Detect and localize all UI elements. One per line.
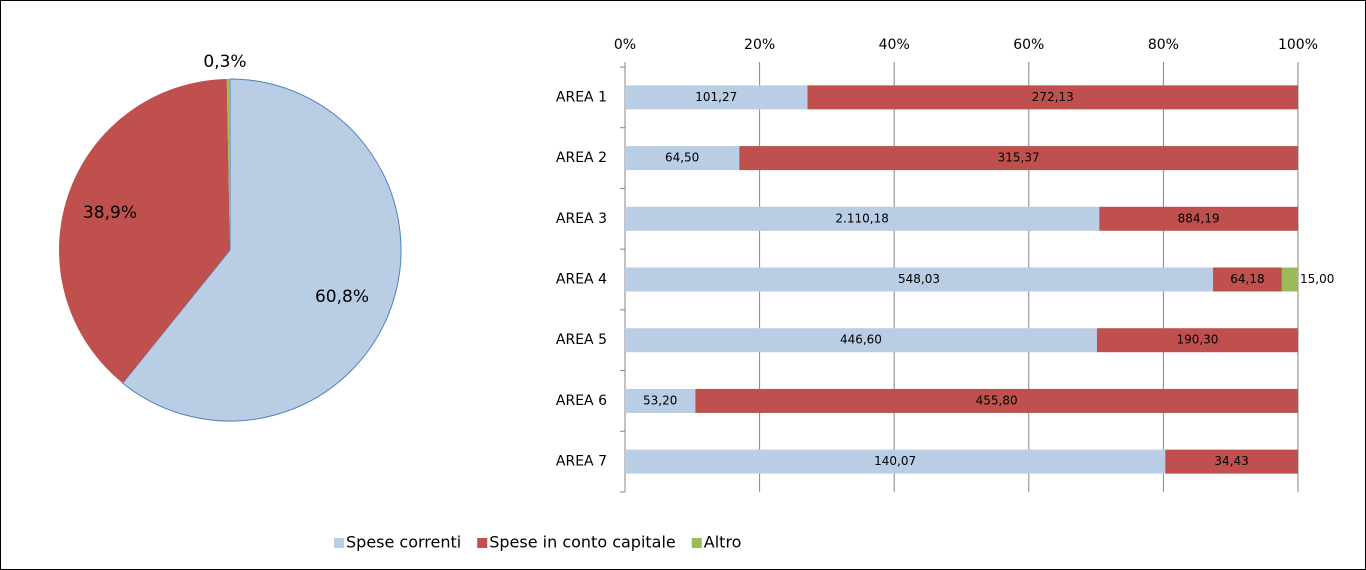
data-label: 53,20 [643, 393, 677, 407]
legend-swatch [334, 538, 344, 548]
y-tick-label: AREA 6 [556, 393, 607, 409]
bar-segment [625, 146, 740, 171]
legend-label: Altro [704, 533, 742, 552]
bar-segment [1099, 206, 1298, 231]
bar-segment [695, 388, 1298, 413]
data-label: 15,00 [1300, 272, 1334, 286]
pie-slice [121, 78, 402, 422]
data-label: 64,50 [665, 151, 699, 165]
bar-segment [807, 85, 1298, 110]
y-tick-label: AREA 7 [556, 454, 607, 470]
bar-segment [625, 328, 1097, 353]
bar-segment [625, 388, 696, 413]
x-tick-label: 60% [1013, 37, 1044, 53]
y-tick-label: AREA 3 [556, 211, 607, 227]
y-tick-label: AREA 1 [556, 89, 607, 105]
data-label: 2.110,18 [835, 211, 888, 225]
x-tick-label: 100% [1278, 37, 1318, 53]
legend-label: Spese correnti [346, 533, 461, 552]
data-label: 446,60 [840, 333, 882, 347]
y-tick-label: AREA 2 [556, 150, 607, 166]
legend-swatch [691, 538, 702, 548]
bar-segment [625, 449, 1166, 474]
x-tick-label: 80% [1148, 37, 1179, 53]
pie-label: 0,3% [203, 52, 246, 72]
data-label: 548,03 [898, 272, 940, 286]
data-label: 190,30 [1176, 333, 1218, 347]
x-tick-label: 0% [614, 37, 636, 53]
bar-segment [1096, 328, 1298, 353]
bar-segment [1281, 267, 1298, 292]
pie-slice [59, 79, 230, 384]
data-label: 34,43 [1214, 454, 1248, 468]
x-tick-label: 20% [744, 37, 775, 53]
y-tick-label: AREA 5 [556, 332, 607, 348]
pie-label: 60,8% [315, 287, 369, 307]
bar-segment [1213, 267, 1282, 292]
bar-segment [739, 146, 1298, 171]
bar-segment [1165, 449, 1298, 474]
pie-label: 38,9% [83, 203, 137, 223]
bar-segment [625, 85, 808, 110]
data-label: 315,37 [998, 151, 1040, 165]
bar-segment [625, 267, 1214, 292]
legend-swatch [477, 538, 488, 548]
data-label: 884,19 [1178, 211, 1220, 225]
data-label: 101,27 [695, 90, 737, 104]
data-label: 455,80 [976, 393, 1018, 407]
pie-slice [226, 79, 230, 250]
bar-segment [625, 206, 1100, 231]
legend-label: Spese in conto capitale [489, 533, 676, 552]
x-tick-label: 40% [879, 37, 910, 53]
y-tick-label: AREA 4 [556, 272, 607, 288]
data-label: 272,13 [1032, 90, 1074, 104]
data-label: 140,07 [874, 454, 916, 468]
data-label: 64,18 [1230, 272, 1264, 286]
